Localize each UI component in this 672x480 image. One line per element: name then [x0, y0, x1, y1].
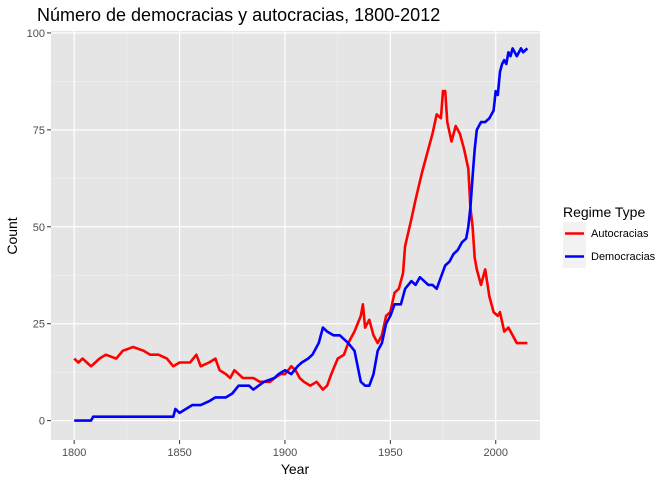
legend-title: Regime Type [563, 204, 645, 220]
x-tick-label: 1850 [167, 447, 191, 459]
x-tick-label: 1800 [62, 447, 86, 459]
series-line-autocracias [73, 89, 528, 391]
series-layer [73, 47, 529, 422]
y-tick-label: 50 [33, 222, 45, 234]
x-tick-label: 1900 [273, 447, 297, 459]
y-tick-label: 75 [33, 125, 45, 137]
legend-label-autocracias: Autocracias [591, 228, 649, 240]
y-axis: 0 25 50 75 100 [27, 28, 51, 428]
x-axis-title: Year [281, 461, 310, 477]
x-tick-label: 2000 [483, 447, 507, 459]
chart-title: Número de democracias y autocracias, 180… [37, 5, 440, 25]
y-tick-label: 0 [39, 416, 45, 428]
y-axis-title: Count [4, 217, 20, 254]
y-tick-label: 100 [27, 28, 45, 40]
x-tick-label: 1950 [378, 447, 402, 459]
x-axis: 1800 1850 1900 1950 2000 [62, 440, 508, 459]
y-tick-label: 25 [33, 319, 45, 331]
legend: Regime Type Autocracias Democracias [563, 204, 656, 268]
series-line-democracias [74, 47, 529, 422]
grid-major [51, 31, 540, 440]
legend-label-democracias: Democracias [591, 251, 656, 263]
